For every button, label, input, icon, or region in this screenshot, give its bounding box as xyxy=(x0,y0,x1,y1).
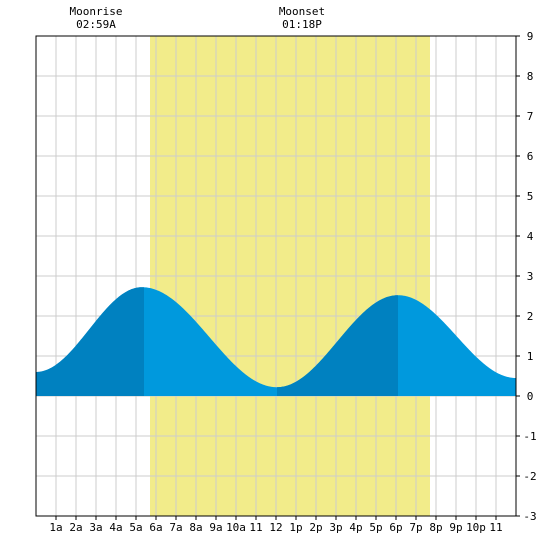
y-tick-label: 8 xyxy=(527,70,534,83)
x-axis-ticks: 1a 2a 3a 4a 5a 6a 7a 8a 9a 10a 11 12 1p 2p 3p 4p 5p 6p 7p 8… xyxy=(49,516,503,534)
moon-event-title: Moonset xyxy=(279,5,325,18)
y-tick-label: -2 xyxy=(523,470,536,483)
moon-event-title: Moonrise xyxy=(70,5,123,18)
x-tick-label: 9p xyxy=(449,521,462,534)
y-tick-label: 7 xyxy=(527,110,534,123)
x-tick-label: 7p xyxy=(409,521,422,534)
x-tick-label: 1p xyxy=(289,521,302,534)
x-tick-label: 10p xyxy=(466,521,486,534)
x-tick-label: 7a xyxy=(169,521,182,534)
x-tick-label: 2a xyxy=(69,521,82,534)
x-tick-label: 8a xyxy=(189,521,202,534)
y-tick-label: 3 xyxy=(527,270,534,283)
x-tick-label: 10a xyxy=(226,521,246,534)
x-tick-label: 12 xyxy=(269,521,282,534)
y-tick-label: -1 xyxy=(523,430,536,443)
x-tick-label: 11 xyxy=(489,521,502,534)
y-tick-label: 9 xyxy=(527,30,534,43)
y-tick-label: 0 xyxy=(527,390,534,403)
moon-event-time: 02:59A xyxy=(76,18,116,31)
x-tick-label: 3p xyxy=(329,521,342,534)
x-tick-label: 6a xyxy=(149,521,162,534)
x-tick-label: 1a xyxy=(49,521,62,534)
y-axis-ticks: -3 -2 -1 0 1 2 3 4 5 6 7 8 9 xyxy=(516,30,537,523)
y-tick-label: 4 xyxy=(527,230,534,243)
x-tick-label: 8p xyxy=(429,521,442,534)
x-tick-label: 11 xyxy=(249,521,262,534)
y-tick-label: 2 xyxy=(527,310,534,323)
x-tick-label: 9a xyxy=(209,521,222,534)
y-tick-label: 5 xyxy=(527,190,534,203)
tide-area-dark-band xyxy=(36,287,144,396)
y-tick-label: 1 xyxy=(527,350,534,363)
y-tick-label: 6 xyxy=(527,150,534,163)
x-tick-label: 5p xyxy=(369,521,382,534)
y-tick-label: -3 xyxy=(523,510,536,523)
x-tick-label: 4p xyxy=(349,521,362,534)
grid-layer xyxy=(36,36,516,516)
x-tick-label: 5a xyxy=(129,521,142,534)
x-tick-label: 6p xyxy=(389,521,402,534)
moon-event-time: 01:18P xyxy=(282,18,322,31)
tide-layer xyxy=(36,287,516,396)
x-tick-label: 3a xyxy=(89,521,102,534)
tide-area-dark-band xyxy=(277,295,398,396)
x-tick-label: 4a xyxy=(109,521,122,534)
x-tick-label: 2p xyxy=(309,521,322,534)
